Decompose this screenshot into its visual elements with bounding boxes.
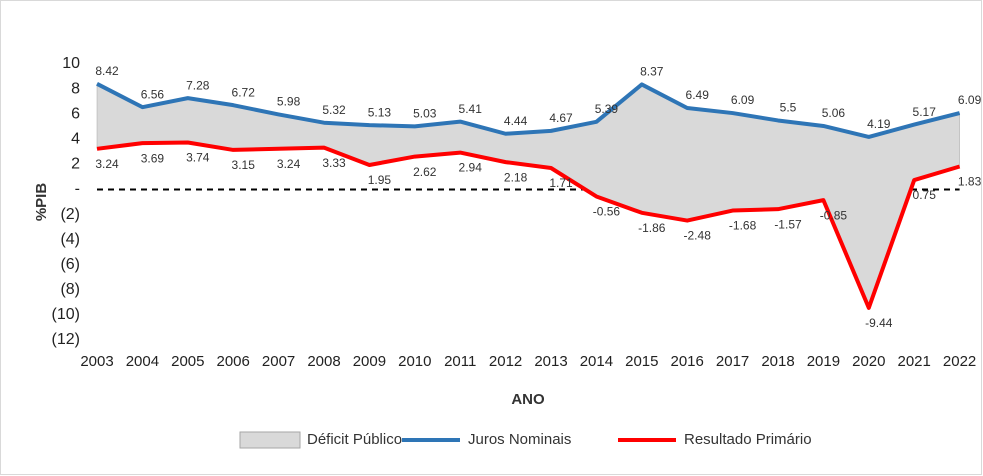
x-tick-label: 2006: [217, 353, 250, 370]
data-label: 3.24: [95, 157, 119, 171]
data-label: 3.74: [186, 151, 210, 165]
data-label: 5.06: [822, 106, 846, 120]
x-tick-label: 2010: [398, 353, 431, 370]
x-tick-label: 2014: [580, 353, 613, 370]
data-label: 7.28: [186, 78, 210, 92]
data-label: 6.49: [686, 88, 710, 102]
data-label: 5.13: [368, 105, 392, 119]
data-label: -0.56: [593, 205, 621, 219]
data-label: 8.42: [95, 64, 119, 78]
y-tick-label: (6): [60, 256, 80, 273]
x-tick-label: 2003: [80, 353, 113, 370]
x-tick-label: 2018: [761, 353, 794, 370]
y-tick-label: 2: [71, 156, 80, 173]
data-label: -2.48: [684, 229, 712, 243]
data-label: -9.44: [865, 316, 893, 330]
data-label: 5.03: [413, 107, 437, 121]
data-label: 6.09: [958, 93, 982, 107]
y-tick-label: 8: [71, 80, 80, 97]
y-tick-label: 10: [62, 55, 80, 72]
x-tick-label: 2017: [716, 353, 749, 370]
data-label: 5.17: [913, 105, 937, 119]
series-line: [96, 82, 961, 139]
legend-label: Déficit Público: [307, 431, 402, 448]
data-label: 3.24: [277, 157, 301, 171]
x-tick-label: 2011: [444, 353, 476, 370]
x-tick-label: 2004: [126, 353, 159, 370]
data-label: 5.41: [459, 102, 483, 116]
data-label: 3.33: [322, 156, 346, 170]
data-label: -1.68: [729, 219, 757, 233]
data-label: 5.98: [277, 95, 301, 109]
data-label: 6.72: [232, 85, 256, 99]
data-label: 3.15: [232, 158, 256, 172]
data-label: 4.19: [867, 117, 891, 131]
x-tick-label: 2021: [898, 353, 931, 370]
data-label: 2.62: [413, 165, 437, 179]
x-tick-label: 2012: [489, 353, 522, 370]
y-tick-label: (10): [52, 306, 80, 323]
x-tick-label: 2019: [807, 353, 840, 370]
data-label: 6.09: [731, 93, 755, 107]
data-label: 6.56: [141, 87, 165, 101]
x-tick-label: 2008: [307, 353, 340, 370]
x-tick-label: 2015: [625, 353, 658, 370]
legend-label: Resultado Primário: [684, 431, 812, 448]
data-label: 1.71: [549, 176, 573, 190]
data-label: 5.39: [595, 102, 619, 116]
data-label: 5.32: [322, 103, 346, 117]
data-label: 0.75: [913, 188, 937, 202]
x-tick-label: 2020: [852, 353, 885, 370]
data-label: -1.86: [638, 221, 666, 235]
y-tick-label: (8): [60, 281, 80, 298]
x-axis-label: ANO: [511, 391, 545, 408]
y-tick-label: (12): [52, 331, 80, 348]
y-tick-label: (2): [60, 206, 80, 223]
legend-label: Juros Nominais: [468, 431, 571, 448]
data-label: 8.37: [640, 65, 664, 79]
data-label: 1.95: [368, 173, 392, 187]
x-tick-label: 2022: [943, 353, 976, 370]
x-tick-label: 2013: [534, 353, 567, 370]
y-tick-label: (4): [60, 231, 80, 248]
data-label: 2.18: [504, 170, 528, 184]
data-label: 4.44: [504, 114, 528, 128]
x-tick-label: 2007: [262, 353, 295, 370]
x-tick-label: 2005: [171, 353, 204, 370]
data-label: 1.83: [958, 175, 982, 189]
data-label: 3.69: [141, 151, 165, 165]
data-label: 4.67: [549, 111, 573, 125]
y-tick-label: -: [75, 181, 80, 198]
legend-swatch: [239, 431, 301, 449]
y-tick-label: 4: [71, 130, 80, 147]
data-label: -1.57: [774, 217, 802, 231]
x-tick-label: 2016: [671, 353, 704, 370]
x-tick-label: 2009: [353, 353, 386, 370]
data-label: 2.94: [459, 161, 483, 175]
series-line: [96, 140, 961, 310]
data-label: -0.85: [820, 208, 848, 222]
y-tick-label: 6: [71, 105, 80, 122]
data-label: 5.5: [780, 101, 797, 115]
y-axis-label: %PIB: [33, 183, 50, 222]
